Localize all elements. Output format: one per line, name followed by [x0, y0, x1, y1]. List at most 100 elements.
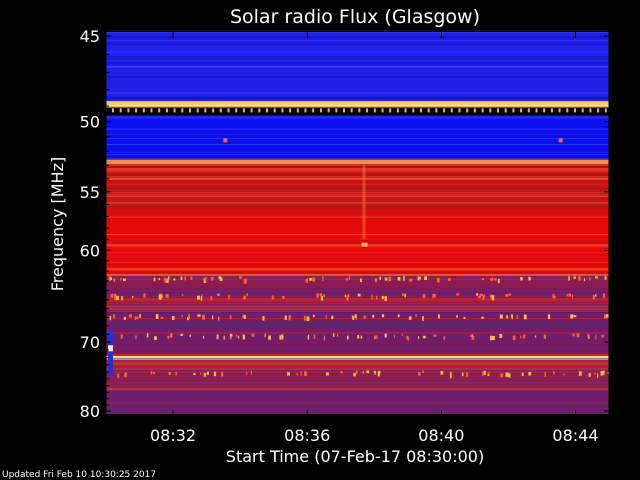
speckle: [333, 333, 335, 337]
speckle: [113, 295, 116, 300]
speckle: [168, 276, 170, 280]
speckle: [607, 372, 609, 375]
speckle: [384, 277, 388, 281]
speckle: [397, 277, 401, 281]
marker-dot: [219, 108, 222, 113]
speckle: [440, 370, 444, 375]
speckle: [456, 293, 460, 296]
speckle: [238, 335, 240, 338]
spectrum-texture: [106, 30, 609, 413]
marker-dot: [358, 108, 361, 113]
speckle: [601, 334, 604, 338]
speckle: [203, 372, 206, 377]
speckle: [152, 371, 156, 375]
speckle: [307, 334, 310, 340]
speckle: [463, 316, 466, 320]
speckle: [603, 314, 607, 319]
texture-line: [106, 268, 609, 270]
speckle: [595, 334, 597, 340]
speckle: [132, 295, 134, 299]
speckle: [246, 371, 248, 376]
texture-line: [106, 264, 609, 265]
speckle: [433, 334, 437, 337]
plot-frame: [105, 29, 610, 419]
speckle: [352, 315, 355, 320]
speckle: [492, 335, 495, 341]
y-tick-label: 55: [80, 183, 100, 202]
speckle: [202, 335, 205, 339]
speckle: [443, 336, 446, 340]
speckle: [505, 372, 509, 377]
marker-dot: [181, 108, 184, 113]
spectrum-band: [106, 355, 609, 359]
speckle: [120, 277, 122, 281]
speckle: [134, 316, 137, 321]
speckle: [319, 293, 323, 297]
speckle: [166, 278, 169, 283]
marker-dot: [520, 108, 523, 113]
texture-line: [106, 156, 609, 158]
marker-dot: [412, 108, 415, 113]
texture-line: [106, 52, 609, 53]
texture-line: [106, 296, 609, 297]
texture-line: [106, 216, 609, 218]
texture-line: [106, 390, 609, 391]
speckle: [417, 276, 419, 280]
texture-line: [106, 96, 609, 98]
speckle: [239, 276, 242, 280]
speckle: [122, 278, 126, 282]
texture-line: [106, 136, 609, 137]
marker-dot: [127, 108, 130, 113]
edge-artifact: [108, 345, 113, 352]
texture-line: [106, 258, 609, 260]
marker-dot: [512, 108, 515, 113]
texture-line: [106, 274, 609, 276]
spectrum-band: [106, 107, 609, 116]
texture-line: [106, 308, 609, 310]
marker-dot: [443, 108, 446, 113]
texture-line: [106, 180, 609, 181]
speckle: [121, 296, 123, 301]
speckle: [213, 371, 217, 377]
speckle: [499, 334, 503, 338]
texture-line: [106, 288, 609, 290]
texture-line: [106, 192, 609, 193]
texture-line: [106, 204, 609, 205]
texture-line: [106, 360, 609, 362]
speckle: [512, 335, 516, 341]
speckle: [251, 333, 255, 337]
texture-line: [106, 406, 609, 407]
speckle: [309, 277, 312, 281]
speckle: [117, 373, 120, 378]
speckle: [500, 373, 504, 378]
texture-line: [106, 182, 609, 183]
speckle: [160, 316, 164, 319]
speckle: [375, 278, 377, 283]
speckle: [363, 315, 367, 319]
speckle: [481, 371, 484, 377]
speckle: [489, 294, 492, 298]
texture-line: [106, 118, 609, 119]
y-axis-label: Frequency [MHz]: [48, 157, 67, 291]
speckle: [184, 276, 187, 281]
speckle: [600, 370, 604, 376]
texture-line: [106, 168, 609, 170]
speckle: [196, 295, 200, 300]
speckle: [175, 371, 177, 376]
speckle: [592, 295, 595, 300]
marker-dot: [242, 108, 245, 113]
speckle: [173, 278, 176, 281]
speckle: [461, 372, 464, 377]
marker-dot: [497, 108, 499, 113]
speckle: [471, 336, 475, 340]
speckle: [188, 314, 191, 320]
x-tick-label: 08:44: [552, 426, 598, 445]
speckle: [325, 314, 327, 320]
speckle: [306, 316, 310, 321]
texture-line: [106, 256, 609, 257]
marker-dot: [574, 108, 576, 113]
texture-line: [106, 362, 609, 364]
speckle: [216, 334, 219, 340]
speckle: [422, 370, 424, 374]
speckle: [201, 294, 203, 297]
